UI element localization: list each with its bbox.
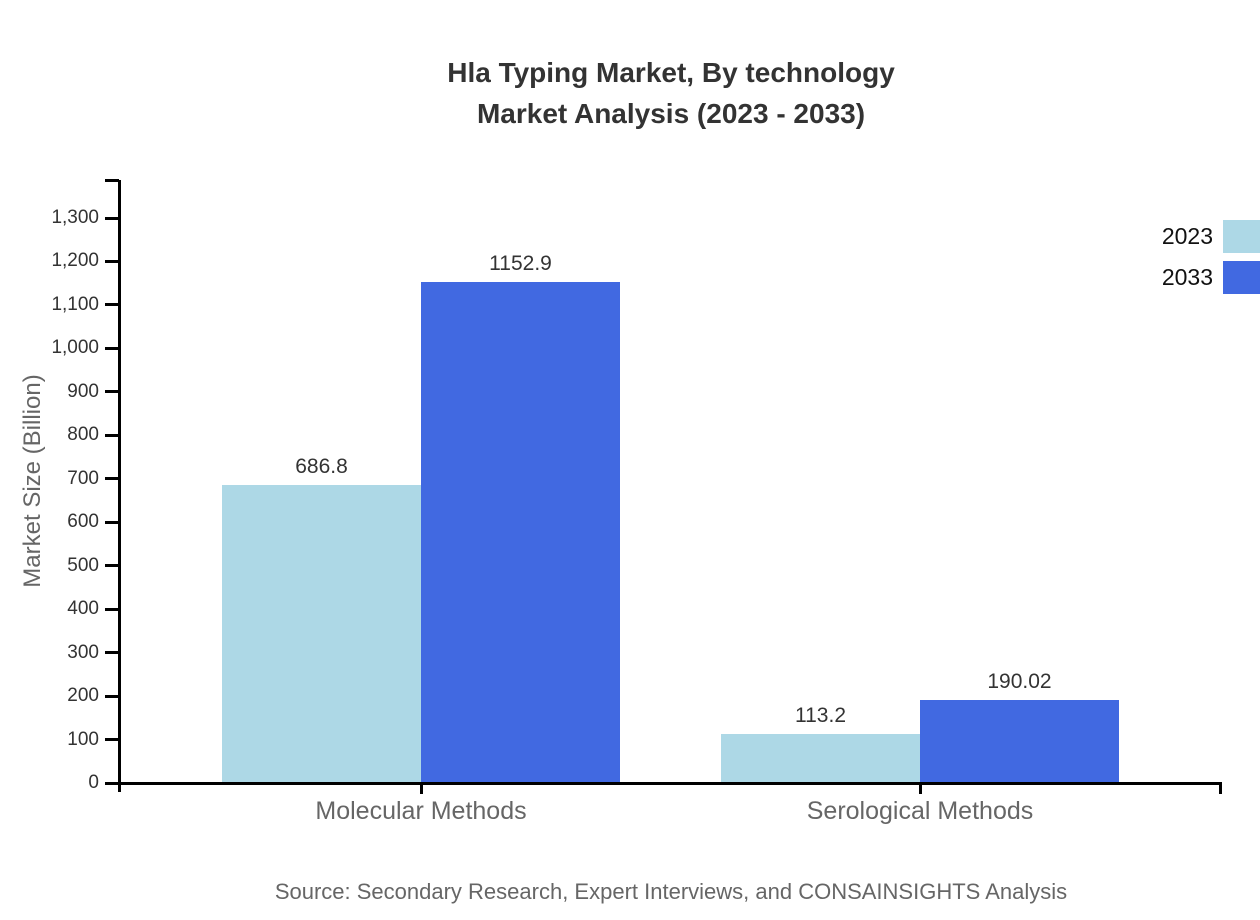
y-tick-label: 1,300 bbox=[51, 207, 99, 228]
y-tick-label: 700 bbox=[67, 467, 99, 489]
y-tick-label: 500 bbox=[67, 554, 99, 576]
y-tick-label: 1,000 bbox=[51, 337, 99, 359]
y-tick bbox=[105, 259, 119, 263]
bar-value-label: 1152.9 bbox=[489, 251, 552, 275]
y-tick bbox=[105, 564, 119, 568]
y-tick-label: 200 bbox=[67, 685, 99, 707]
y-tick bbox=[105, 346, 119, 350]
y-tick-label: 1,100 bbox=[51, 293, 99, 315]
bar-value-label: 686.8 bbox=[295, 454, 348, 478]
x-axis-line bbox=[117, 781, 1222, 785]
x-category-tick bbox=[419, 783, 423, 794]
y-tick bbox=[105, 738, 119, 742]
y-tick-label: 600 bbox=[67, 511, 99, 533]
legend-swatch-2033 bbox=[1223, 261, 1260, 294]
bar-value-label: 113.2 bbox=[795, 703, 846, 727]
y-tick bbox=[105, 781, 119, 785]
y-tick bbox=[105, 216, 119, 220]
y-tick bbox=[105, 390, 119, 394]
bar-2033-molecular-methods bbox=[421, 281, 620, 783]
legend-label-2023: 2023 bbox=[1161, 223, 1213, 249]
y-tick-label: 0 bbox=[88, 772, 99, 793]
bar-2023-molecular-methods bbox=[222, 484, 421, 783]
y-tick-label: 100 bbox=[67, 728, 99, 750]
y-tick bbox=[105, 433, 119, 437]
y-tick bbox=[105, 303, 119, 307]
y-tick-label: 1,200 bbox=[51, 250, 99, 272]
x-category-label: Molecular Methods bbox=[315, 797, 527, 825]
bar-value-label: 190.02 bbox=[987, 670, 1052, 694]
x-category-tick bbox=[918, 783, 922, 794]
y-tick bbox=[105, 694, 119, 698]
legend-label-2033: 2033 bbox=[1161, 264, 1213, 290]
y-tick-label: 800 bbox=[67, 424, 99, 446]
source-note: Source: Secondary Research, Expert Inter… bbox=[274, 879, 1068, 904]
bar-2033-serological-methods bbox=[920, 700, 1119, 783]
y-tick bbox=[105, 651, 119, 655]
y-axis-end-tick bbox=[105, 178, 119, 182]
y-tick-label: 300 bbox=[67, 641, 99, 663]
y-tick bbox=[105, 477, 119, 481]
legend-swatch-2023 bbox=[1223, 220, 1260, 253]
bar-2023-serological-methods bbox=[721, 733, 920, 783]
y-tick-label: 400 bbox=[67, 598, 99, 620]
chart-title-line1: Hla Typing Market, By technology bbox=[447, 57, 895, 88]
y-tick bbox=[105, 607, 119, 611]
y-tick bbox=[105, 520, 119, 524]
x-category-label: Serological Methods bbox=[806, 797, 1034, 825]
y-axis-line bbox=[117, 180, 121, 792]
chart-title: Hla Typing Market, By technology Market … bbox=[82, 52, 1260, 134]
chart-title-line2: Market Analysis (2023 - 2033) bbox=[476, 98, 866, 129]
y-tick-label: 900 bbox=[67, 380, 99, 402]
x-axis-end-tick bbox=[1219, 783, 1222, 794]
